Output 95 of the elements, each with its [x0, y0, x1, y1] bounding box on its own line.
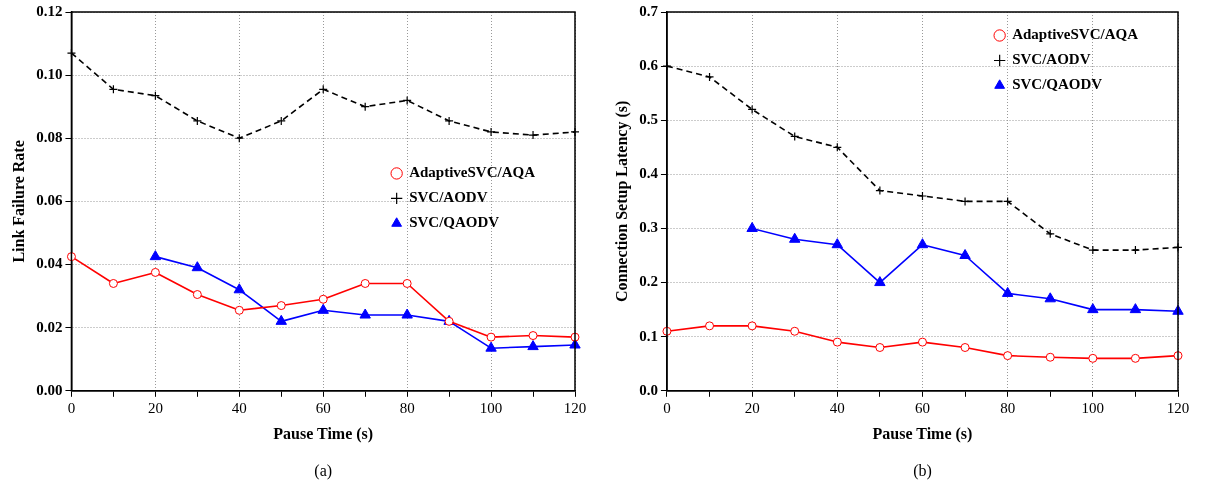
point — [234, 305, 244, 315]
point — [1045, 229, 1055, 239]
point — [831, 238, 843, 249]
x-tick-label: 40 — [829, 399, 845, 416]
y-axis-title: Link Failure Rate — [9, 140, 27, 263]
point — [276, 116, 286, 126]
point — [1130, 245, 1141, 255]
point — [1003, 351, 1013, 361]
y-tick-label: 0.10 — [36, 66, 63, 83]
point — [1129, 303, 1142, 314]
point — [150, 267, 160, 277]
y-tick-label: 0.06 — [36, 192, 63, 209]
point — [192, 116, 202, 126]
x-tick-label: 100 — [479, 399, 503, 416]
x-tick-label: 40 — [231, 399, 247, 416]
point — [401, 308, 413, 319]
y-axis-title: Connection Setup Latency (s) — [612, 100, 631, 303]
point — [704, 72, 715, 82]
point — [747, 321, 757, 331]
point — [149, 250, 162, 261]
text: (a) — [314, 462, 333, 481]
x-tick-label: 0 — [67, 399, 76, 416]
point — [1044, 292, 1056, 303]
point — [1088, 245, 1098, 255]
point — [486, 127, 496, 137]
point — [875, 343, 885, 353]
legend-label: SVC/QAODV — [409, 214, 500, 231]
x-tick-label: 80 — [399, 399, 415, 416]
y-tick-label: 0.7 — [639, 2, 659, 19]
point — [746, 221, 758, 232]
legend-label: SVC/QAODV — [1012, 76, 1103, 93]
point — [402, 278, 412, 288]
y-tick-label: 0.12 — [36, 2, 63, 19]
legend-label: AdaptiveSVC/AQA — [1012, 26, 1139, 43]
y-tick-label: 0.2 — [639, 273, 658, 290]
point — [790, 326, 800, 336]
y-tick-label: 0.1 — [639, 327, 658, 344]
x-tick-label: 60 — [914, 399, 930, 416]
point — [917, 191, 928, 201]
point — [874, 276, 886, 287]
point — [705, 321, 715, 331]
y-tick-label: 0.3 — [639, 219, 658, 236]
point — [359, 308, 371, 319]
point — [486, 332, 496, 342]
point — [66, 252, 76, 262]
point — [789, 232, 801, 243]
point — [485, 341, 497, 352]
point — [276, 301, 286, 311]
point — [108, 278, 118, 288]
y-tick-label: 0.04 — [36, 255, 63, 272]
point — [317, 303, 329, 314]
point — [1001, 286, 1014, 297]
x-tick-label: 20 — [147, 399, 163, 416]
y-tick-label: 0.08 — [36, 129, 63, 146]
x-tick-label: 20 — [744, 399, 760, 416]
point — [527, 340, 539, 351]
point — [1045, 352, 1055, 362]
point — [747, 104, 757, 115]
point — [1130, 353, 1140, 363]
x-tick-label: 0 — [663, 399, 671, 416]
y-tick-label: 0.0 — [639, 381, 658, 398]
point — [832, 337, 842, 347]
point — [360, 278, 370, 288]
point — [233, 283, 245, 294]
point — [1087, 303, 1099, 314]
y-tick-label: 0.00 — [36, 381, 63, 398]
y-tick-label: 0.4 — [639, 165, 659, 182]
point — [191, 261, 204, 272]
x-tick-label: 80 — [1000, 399, 1016, 416]
x-tick-label: 100 — [1081, 399, 1105, 416]
x-tick-label: 60 — [315, 399, 331, 416]
point — [275, 314, 287, 325]
point — [917, 337, 927, 347]
y-tick-label: 0.02 — [36, 318, 63, 335]
point — [875, 185, 885, 196]
point — [528, 331, 538, 341]
x-axis-title: Pause Time (s) — [872, 424, 973, 443]
x-tick-label: 120 — [1166, 399, 1190, 416]
point — [192, 290, 202, 300]
x-axis-title: Pause Time (s) — [273, 424, 374, 443]
legend-label: SVC/AODV — [1012, 51, 1091, 68]
x-tick-label: 120 — [563, 399, 587, 416]
y-tick-label: 0.5 — [639, 111, 658, 128]
y-tick-label: 0.6 — [639, 56, 659, 73]
text: (b) — [913, 462, 932, 481]
point — [960, 196, 970, 206]
legend-label: AdaptiveSVC/AQA — [409, 164, 536, 181]
legend-label: SVC/AODV — [409, 189, 488, 206]
point — [916, 238, 929, 249]
point — [528, 130, 538, 140]
point — [318, 294, 328, 304]
point — [959, 249, 971, 260]
point — [960, 343, 970, 353]
point — [1088, 353, 1098, 363]
point — [444, 116, 454, 126]
